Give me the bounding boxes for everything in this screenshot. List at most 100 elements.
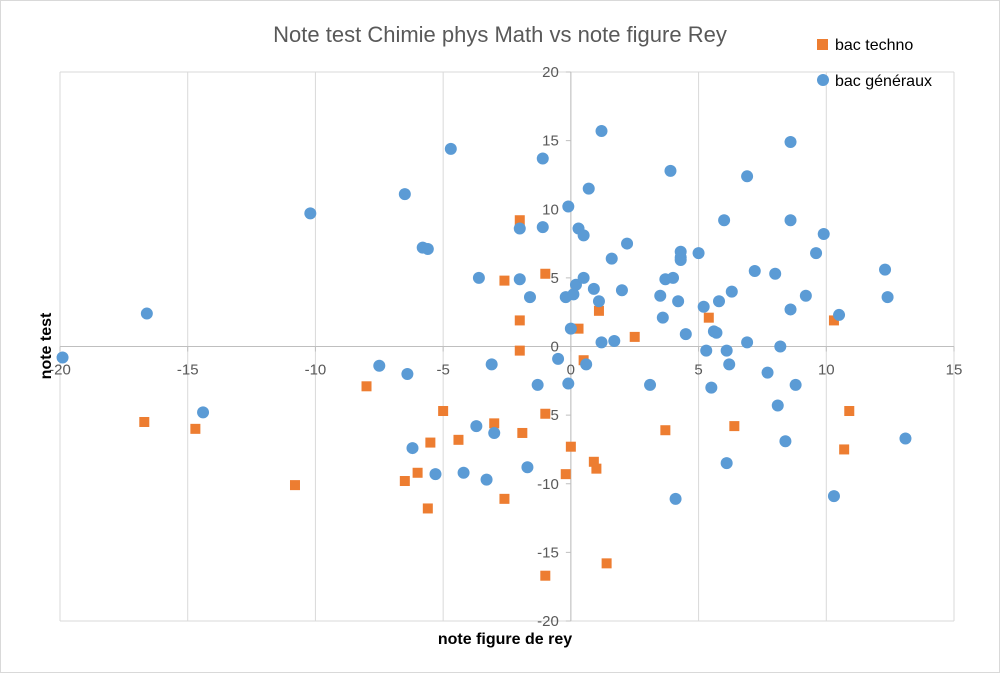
point-bac-generaux xyxy=(569,278,582,291)
point-bac-generaux xyxy=(741,170,754,183)
point-bac-generaux xyxy=(197,406,210,419)
point-bac-generaux xyxy=(531,378,544,391)
point-bac-generaux xyxy=(748,265,761,278)
point-bac-generaux xyxy=(595,125,608,138)
point-bac-techno xyxy=(422,503,433,514)
point-bac-techno xyxy=(412,467,423,478)
point-bac-techno xyxy=(588,456,599,467)
point-bac-techno xyxy=(514,345,525,356)
point-bac-techno xyxy=(591,463,602,474)
point-bac-generaux xyxy=(710,326,723,339)
point-bac-generaux xyxy=(718,214,731,227)
point-bac-generaux xyxy=(674,245,687,258)
point-bac-generaux xyxy=(513,273,526,286)
point-bac-generaux xyxy=(881,291,894,304)
point-bac-generaux xyxy=(810,247,823,260)
x-tick-label: 15 xyxy=(946,362,963,379)
point-bac-generaux xyxy=(833,308,846,321)
y-tick-label: 15 xyxy=(542,133,559,150)
point-bac-techno xyxy=(289,480,300,491)
point-bac-techno xyxy=(660,425,671,436)
point-bac-generaux xyxy=(672,295,685,308)
point-bac-techno xyxy=(190,423,201,434)
legend-label-bac-techno: bac techno xyxy=(835,37,913,54)
point-bac-techno xyxy=(139,416,150,427)
point-bac-techno xyxy=(844,406,855,417)
point-bac-generaux xyxy=(771,399,784,412)
point-bac-generaux xyxy=(472,271,485,284)
x-tick-labels: -20 -15 -10 -5 0 5 10 15 xyxy=(49,362,962,379)
point-bac-techno xyxy=(499,275,510,286)
point-bac-generaux xyxy=(470,420,483,433)
legend-label-bac-generaux: bac généraux xyxy=(835,73,932,90)
legend-marker-bac-techno xyxy=(817,39,828,50)
point-bac-generaux xyxy=(577,271,590,284)
point-bac-generaux xyxy=(536,221,549,234)
point-bac-generaux xyxy=(406,442,419,455)
point-bac-generaux xyxy=(562,200,575,213)
y-tick-label: 10 xyxy=(542,201,559,218)
point-bac-techno xyxy=(499,493,510,504)
point-bac-generaux xyxy=(577,229,590,242)
point-bac-techno xyxy=(729,421,740,432)
data-points xyxy=(56,125,912,581)
point-bac-techno xyxy=(425,437,436,448)
legend-marker-bac-generaux xyxy=(817,74,829,86)
point-bac-generaux xyxy=(720,344,733,357)
point-bac-generaux xyxy=(608,335,621,348)
point-bac-generaux xyxy=(615,284,628,297)
point-bac-techno xyxy=(565,441,576,452)
point-bac-generaux xyxy=(784,214,797,227)
point-bac-generaux xyxy=(480,473,493,486)
point-bac-generaux xyxy=(679,328,692,341)
point-bac-generaux xyxy=(521,461,534,474)
y-tick-label: 0 xyxy=(551,339,559,356)
point-bac-generaux xyxy=(879,263,892,276)
point-bac-techno xyxy=(839,444,850,455)
point-bac-generaux xyxy=(667,271,680,284)
point-bac-techno xyxy=(453,434,464,445)
point-bac-techno xyxy=(540,268,551,279)
point-bac-techno xyxy=(514,315,525,326)
y-axis-label: note test xyxy=(38,312,55,379)
point-bac-generaux xyxy=(697,300,710,313)
x-axis-label: note figure de rey xyxy=(438,631,572,648)
x-tick-label: -5 xyxy=(436,362,449,379)
point-bac-generaux xyxy=(457,466,470,479)
y-tick-label: -15 xyxy=(537,544,559,561)
point-bac-generaux xyxy=(720,457,733,470)
point-bac-generaux xyxy=(817,227,830,240)
point-bac-techno xyxy=(703,312,714,323)
point-bac-generaux xyxy=(605,252,618,265)
point-bac-generaux xyxy=(564,322,577,335)
x-tick-label: 5 xyxy=(694,362,702,379)
point-bac-generaux xyxy=(692,247,705,260)
point-bac-generaux xyxy=(761,366,774,379)
point-bac-generaux xyxy=(621,237,634,250)
point-bac-generaux xyxy=(664,164,677,177)
point-bac-generaux xyxy=(644,378,657,391)
point-bac-techno xyxy=(629,331,640,342)
point-bac-generaux xyxy=(674,254,687,267)
point-bac-techno xyxy=(601,558,612,569)
x-tick-label: 10 xyxy=(818,362,835,379)
point-bac-generaux xyxy=(429,468,442,481)
point-bac-generaux xyxy=(723,358,736,371)
point-bac-generaux xyxy=(700,344,713,357)
point-bac-generaux xyxy=(713,295,726,308)
point-bac-generaux xyxy=(401,367,414,380)
point-bac-generaux xyxy=(725,285,738,298)
point-bac-generaux xyxy=(582,182,595,195)
point-bac-techno xyxy=(361,381,372,392)
point-bac-generaux xyxy=(774,340,787,353)
point-bac-generaux xyxy=(827,490,840,503)
y-tick-label: 5 xyxy=(551,270,559,287)
point-bac-techno xyxy=(399,476,410,487)
point-bac-generaux xyxy=(899,432,912,445)
point-bac-generaux xyxy=(784,135,797,148)
point-bac-techno xyxy=(828,315,839,326)
point-bac-generaux xyxy=(769,267,782,280)
